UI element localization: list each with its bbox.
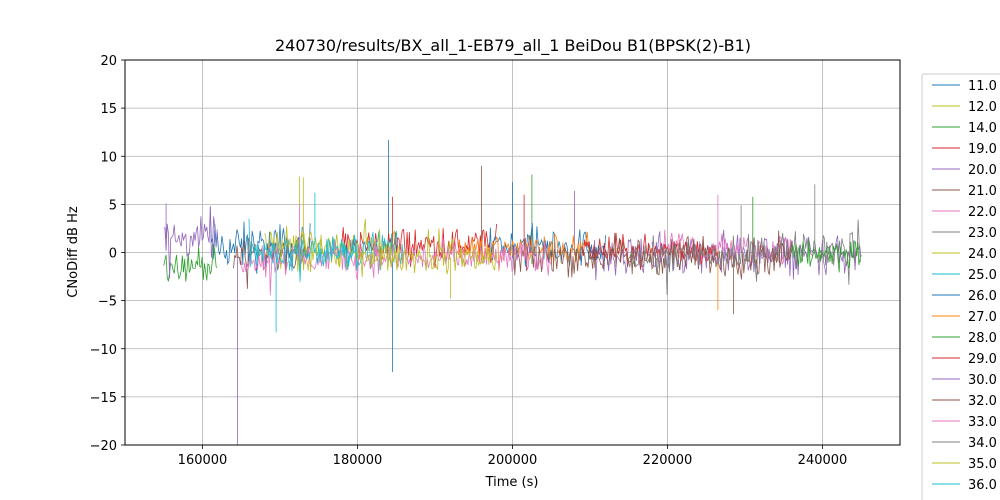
y-tick-label: −5 [98,295,117,310]
legend-label: 21.0 [968,184,997,199]
legend-label: 29.0 [968,352,997,367]
legend-label: 30.0 [968,373,997,388]
x-tick-label: 200000 [488,453,538,468]
y-tick-label: −15 [90,391,117,406]
y-tick-label: 5 [109,198,117,213]
y-tick-label: −20 [90,439,117,454]
axis-ticks: 160000 180000 200000 220000 240000 −20 −15 −10 −… [90,54,848,468]
legend-label: 27.0 [968,310,997,325]
legend-label: 34.0 [968,436,997,451]
chart-title: 240730/results/BX_all_1-EB79_all_1 BeiDo… [275,36,751,56]
legend-label: 19.0 [968,142,997,157]
series-line-20-0 [237,190,862,445]
legend-label: 14.0 [968,121,997,136]
legend-label: 24.0 [968,247,997,262]
y-tick-label: 20 [100,54,117,69]
y-tick-label: 15 [100,102,117,117]
series-line-34-0 [628,205,761,296]
series-line-36-0 [248,218,358,333]
series-lines [163,139,862,445]
legend: 11.0 12.0 14.0 19.0 20.0 21.0 22.0 23.0 24.0 25.0… [921,73,1000,500]
legend-label: 20.0 [968,163,997,178]
legend-label: 32.0 [968,394,997,409]
legend-label: 36.0 [968,478,997,493]
y-tick-label: 0 [109,247,117,262]
x-tick-label: 220000 [643,453,693,468]
series-line-30-0 [163,203,218,279]
x-tick-label: 160000 [178,453,228,468]
legend-label: 33.0 [968,415,997,430]
x-axis-label: Time (s) [485,475,539,490]
series-line-24-0 [264,177,342,270]
series-line-14-0 [163,174,533,282]
legend-label: 11.0 [968,79,997,94]
legend-label: 26.0 [968,289,997,304]
series-line-26-0 [488,182,606,267]
legend-label: 22.0 [968,205,997,220]
y-tick-label: −10 [90,343,117,358]
y-tick-label: 10 [100,150,117,165]
legend-box [921,73,1000,500]
x-tick-label: 240000 [798,453,848,468]
series-line-35-0 [357,228,498,299]
legend-label: 28.0 [968,331,997,346]
legend-label: 35.0 [968,457,997,472]
y-axis-label: CNoDiff dB Hz [66,206,81,298]
legend-label: 23.0 [968,226,997,241]
series-line-23-0 [760,184,861,285]
legend-label: 25.0 [968,268,997,283]
series-line-32-0 [512,230,792,315]
series-line-28-0 [752,196,862,273]
x-tick-label: 180000 [333,453,383,468]
series-line-11-0 [209,139,393,372]
legend-label: 12.0 [968,100,997,115]
